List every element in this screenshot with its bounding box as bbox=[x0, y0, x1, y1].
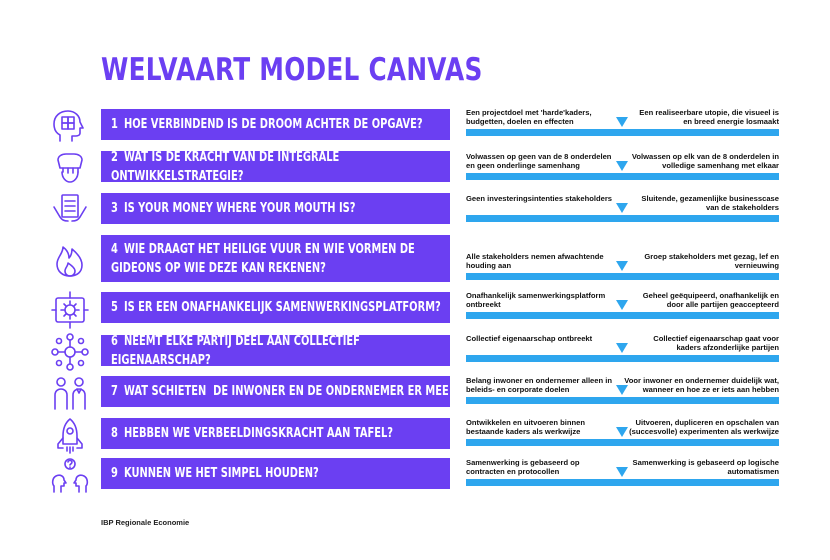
question-text: KUNNEN WE HET SIMPEL HOUDEN? bbox=[123, 466, 319, 481]
scale-marker-icon bbox=[616, 385, 628, 395]
question-text: HOE VERBINDEND IS DE DROOM ACHTER DE OPG… bbox=[123, 117, 423, 132]
scale-left-label: Samenwerking is gebaseerd op contracten … bbox=[466, 458, 580, 476]
question-text: IS YOUR MONEY WHERE YOUR MOUTH IS? bbox=[123, 201, 356, 216]
question-text: WAT SCHIETEN DE INWONER EN DE ONDERNEMER… bbox=[123, 384, 450, 399]
network-people-icon bbox=[50, 332, 90, 372]
scale-right-label: Collectief eigenaarschap gaat voor kader… bbox=[653, 334, 779, 352]
scale-line bbox=[466, 273, 779, 280]
scale-line bbox=[466, 479, 779, 486]
question-text: NEEMT ELKE PARTIJ DEEL AAN COLLECTIEF EI… bbox=[111, 335, 360, 366]
scale-right-label: Voor inwoner en ondernemer duidelijk wat… bbox=[624, 376, 779, 394]
scale-right-label: Groep stakeholders met gezag, lef en ver… bbox=[644, 252, 779, 270]
scale-right-label: Geheel geëquipeerd, onafhankelijk en doo… bbox=[642, 291, 779, 309]
scale-right-label: Een realiseerbare utopie, die visueel is… bbox=[639, 108, 779, 126]
question-text: WAT IS DE KRACHT VAN DE INTEGRALE ONTWIK… bbox=[111, 151, 340, 182]
question-bar: 3 IS YOUR MONEY WHERE YOUR MOUTH IS? bbox=[101, 193, 450, 224]
scale-left-label: Een projectdoel met 'harde'kaders, budge… bbox=[466, 108, 592, 126]
question-text: WIE DRAAGT HET HEILIGE VUUR EN WIE VORME… bbox=[111, 241, 415, 276]
talking-heads-icon bbox=[50, 456, 90, 496]
question-number: 2 bbox=[111, 151, 118, 165]
platform-gear-icon bbox=[50, 290, 90, 330]
rocket-icon bbox=[50, 415, 90, 455]
question-number: 5 bbox=[111, 300, 118, 315]
question-text: HEBBEN WE VERBEELDINGSKRACHT AAN TAFEL? bbox=[123, 426, 394, 441]
scale-right-label: Sluitende, gezamenlijke businesscase van… bbox=[641, 194, 779, 212]
fire-icon bbox=[50, 240, 90, 280]
question-number: 7 bbox=[111, 384, 118, 399]
two-persons-icon bbox=[50, 373, 90, 413]
scale-left-label: Ontwikkelen en uitvoeren binnen bestaand… bbox=[466, 418, 585, 436]
scale-line bbox=[466, 439, 779, 446]
question-bar: 7 WAT SCHIETEN DE INWONER EN DE ONDERNEME… bbox=[101, 376, 450, 407]
question-bar: 4 WIE DRAAGT HET HEILIGE VUUR EN WIE VORM… bbox=[101, 235, 450, 282]
scale-left-label: Collectief eigenaarschap ontbreekt bbox=[466, 334, 593, 343]
hand-grip-icon bbox=[50, 148, 90, 188]
scale-marker-icon bbox=[616, 427, 628, 437]
question-bar: 1 HOE VERBINDEND IS DE DROOM ACHTER DE OP… bbox=[101, 109, 450, 140]
page-title: WELVAART MODEL CANVAS bbox=[101, 52, 483, 88]
question-bar: 5 IS ER EEN ONAFHANKELIJK SAMENWERKINGSPL… bbox=[101, 292, 450, 323]
scale-marker-icon bbox=[616, 203, 628, 213]
scale-marker-icon bbox=[616, 343, 628, 353]
scale-marker-icon bbox=[616, 261, 628, 271]
scale-right-label: Volwassen op elk van de 8 onderdelen in … bbox=[631, 152, 779, 170]
head-puzzle-icon bbox=[50, 107, 90, 147]
money-hands-icon bbox=[50, 189, 90, 229]
question-bar: 6 NEEMT ELKE PARTIJ DEEL AAN COLLECTIEF E… bbox=[101, 335, 450, 366]
scale-line bbox=[466, 129, 779, 136]
scale-right-label: Uitvoeren, dupliceren en opschalen van (… bbox=[629, 418, 779, 436]
question-text: IS ER EEN ONAFHANKELIJK SAMENWERKINGSPLA… bbox=[123, 300, 441, 315]
scale-line bbox=[466, 355, 779, 362]
question-number: 4 bbox=[111, 241, 118, 257]
question-number: 6 bbox=[111, 335, 118, 349]
question-number: 3 bbox=[111, 201, 118, 216]
question-number: 1 bbox=[111, 117, 118, 132]
scale-marker-icon bbox=[616, 161, 628, 171]
question-bar: 2 WAT IS DE KRACHT VAN DE INTEGRALE ONTWI… bbox=[101, 151, 450, 182]
scale-marker-icon bbox=[616, 117, 628, 127]
question-number: 9 bbox=[111, 466, 118, 481]
scale-left-label: Geen investeringsintenties stakeholders bbox=[466, 194, 613, 203]
scale-line bbox=[466, 397, 779, 404]
scale-left-label: Onafhankelijk samenwerkingsplatform ontb… bbox=[466, 291, 606, 309]
scale-left-label: Alle stakeholders nemen afwachtende houd… bbox=[466, 252, 604, 270]
scale-line bbox=[466, 173, 779, 180]
scale-left-label: Volwassen op geen van de 8 onderdelen en… bbox=[466, 152, 612, 170]
scale-right-label: Samenwerking is gebaseerd op logische au… bbox=[632, 458, 779, 476]
scale-marker-icon bbox=[616, 300, 628, 310]
scale-line bbox=[466, 312, 779, 319]
scale-marker-icon bbox=[616, 467, 628, 477]
scale-line bbox=[466, 215, 779, 222]
footer-credit: IBP Regionale Economie bbox=[101, 518, 190, 527]
scale-left-label: Belang inwoner en ondernemer alleen in b… bbox=[466, 376, 613, 394]
question-number: 8 bbox=[111, 426, 118, 441]
question-bar: 8 HEBBEN WE VERBEELDINGSKRACHT AAN TAFEL? bbox=[101, 418, 450, 449]
question-bar: 9 KUNNEN WE HET SIMPEL HOUDEN? bbox=[101, 458, 450, 489]
